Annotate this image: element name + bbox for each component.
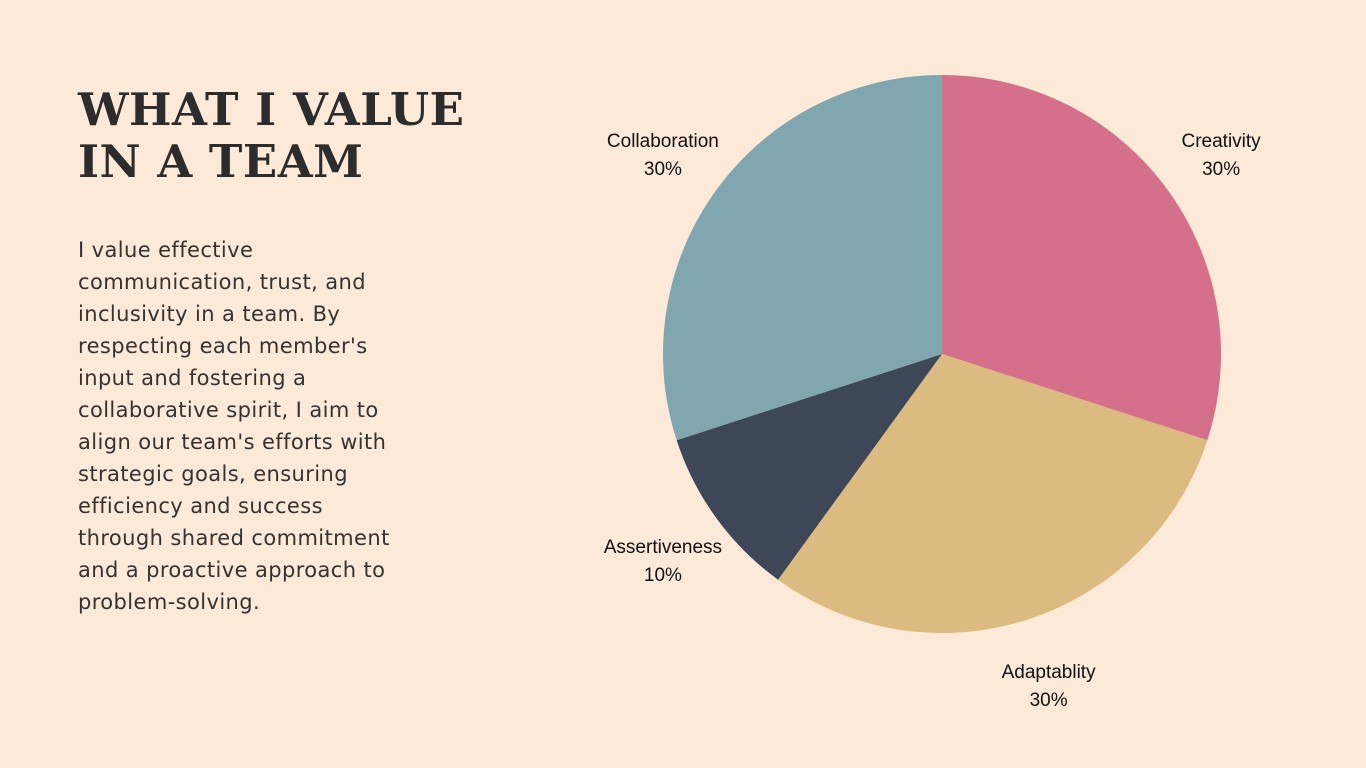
body-line: strategic goals, ensuring [78,462,348,486]
slice-label-adaptablity: Adaptablity 30% [1002,662,1097,711]
body-line: align our team's efforts with [78,430,387,454]
pie-chart: Creativity 30% Adaptablity 30% Assertiveness… [604,75,1262,711]
body-line: respecting each member's [78,334,368,358]
slice-name: Creativity [1182,131,1262,152]
body-line: input and fostering a [78,366,307,390]
title-line-1: WHAT I VALUE [78,83,465,136]
body-line: and a proactive approach to [78,558,386,582]
slice-value: 30% [644,159,682,180]
pie-slice-assertiveness [676,354,942,580]
title-line-2: IN A TEAM [78,135,364,188]
pie-slice-creativity [942,75,1221,441]
body-line: problem-solving. [78,590,261,614]
body-line: through shared commitment [78,526,390,550]
body-line: inclusivity in a team. By [78,302,341,326]
slide-title: WHAT I VALUE IN A TEAM [78,84,518,188]
slice-name: Collaboration [607,131,719,152]
body-paragraph: I value effective communication, trust, … [78,234,438,618]
pie-slice-adaptablity [778,354,1208,634]
body-line: I value effective [78,238,254,262]
pie-slice-collaboration [663,75,942,441]
slice-name: Adaptablity [1002,662,1097,683]
slice-label-creativity: Creativity 30% [1182,131,1262,180]
body-line: communication, trust, and [78,270,366,294]
slice-value: 10% [644,565,682,586]
body-line: collaborative spirit, I aim to [78,398,379,422]
slice-value: 30% [1030,690,1068,711]
slice-label-collaboration: Collaboration 30% [607,131,719,180]
slice-label-assertiveness: Assertiveness 10% [604,537,722,586]
slice-value: 30% [1202,159,1240,180]
body-line: efficiency and success [78,494,323,518]
slice-name: Assertiveness [604,537,722,558]
